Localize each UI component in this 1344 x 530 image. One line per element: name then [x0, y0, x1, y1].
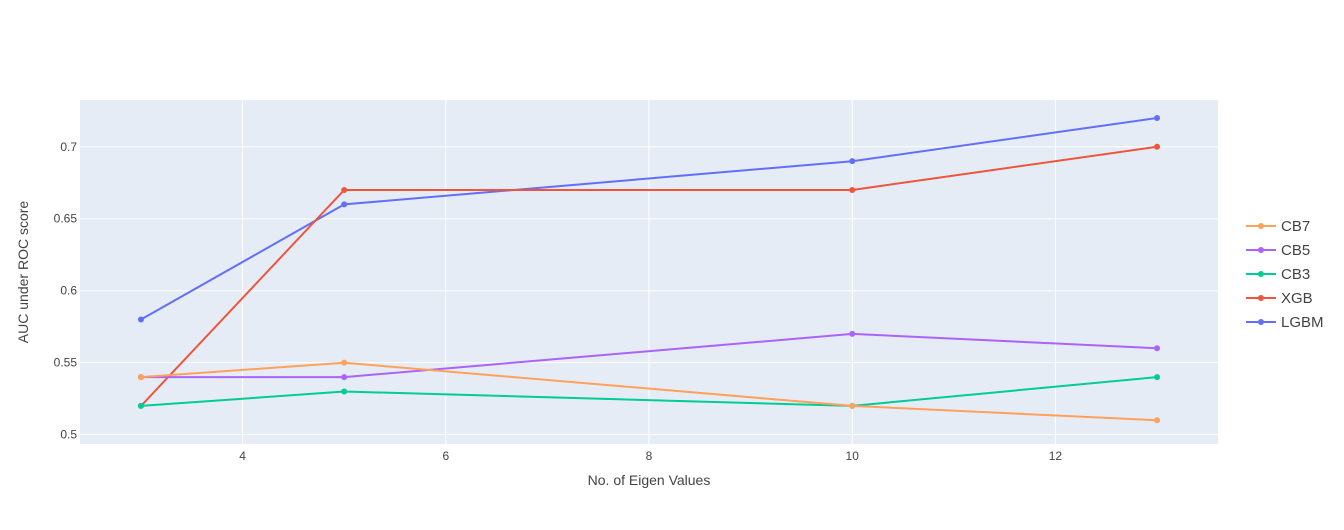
series-line-cb5 — [141, 332, 1158, 379]
legend-label: CB7 — [1281, 218, 1310, 235]
data-point — [341, 186, 348, 193]
legend-item-cb7[interactable]: CB7 — [1246, 218, 1310, 235]
data-point — [849, 330, 856, 337]
legend-swatch-marker — [1258, 247, 1264, 253]
y-axis-ticks: 0.5 0.55 0.6 0.65 0.7 — [54, 140, 78, 442]
data-point — [1154, 417, 1161, 424]
data-point — [341, 374, 348, 381]
legend-swatch-marker — [1258, 271, 1264, 277]
series-line-xgb — [140, 145, 1158, 407]
legend-label: LGBM — [1281, 314, 1324, 331]
legend-item-xgb[interactable]: XGB — [1246, 290, 1313, 307]
data-point — [1154, 143, 1161, 150]
legend-swatch-marker — [1258, 223, 1264, 229]
legend-item-cb3[interactable]: CB3 — [1246, 266, 1310, 283]
x-tick-label: 10 — [846, 449, 860, 463]
x-axis-ticks: 4 6 8 10 12 — [239, 449, 1062, 463]
legend-item-cb5[interactable]: CB5 — [1246, 242, 1310, 259]
x-tick-label: 6 — [442, 449, 449, 463]
data-point — [137, 374, 144, 381]
data-point — [1154, 345, 1161, 352]
data-point — [137, 316, 144, 323]
y-tick-label: 0.6 — [60, 284, 77, 298]
legend-item-lgbm[interactable]: LGBM — [1246, 314, 1324, 331]
legend: CB7 CB5 CB3 XGB LGBM — [1246, 218, 1324, 331]
x-tick-label: 4 — [239, 449, 246, 463]
y-tick-label: 0.55 — [54, 356, 78, 370]
series-layer — [137, 114, 1161, 424]
series-line-lgbm — [140, 117, 1158, 321]
y-axis-title: AUC under ROC score — [15, 201, 31, 344]
data-point — [341, 201, 348, 208]
x-axis-title: No. of Eigen Values — [588, 472, 711, 488]
y-tick-label: 0.7 — [60, 140, 77, 154]
x-tick-label: 8 — [646, 449, 653, 463]
data-point — [137, 402, 144, 409]
legend-label: CB3 — [1281, 266, 1310, 283]
legend-swatch-marker — [1258, 295, 1264, 301]
data-point — [1154, 114, 1161, 121]
grid-lines — [80, 100, 1218, 444]
legend-swatch-marker — [1258, 319, 1264, 325]
legend-label: XGB — [1281, 290, 1313, 307]
series-line-cb7 — [140, 361, 1158, 422]
series-line-cb3 — [140, 376, 1158, 407]
y-tick-label: 0.5 — [60, 428, 77, 442]
data-point — [849, 402, 856, 409]
series-cb7 — [137, 359, 1161, 424]
x-tick-label: 12 — [1049, 449, 1063, 463]
data-point — [1154, 374, 1161, 381]
data-point — [341, 388, 348, 395]
legend-label: CB5 — [1281, 242, 1310, 259]
y-tick-label: 0.65 — [54, 212, 78, 226]
data-point — [341, 359, 348, 366]
data-point — [849, 158, 856, 165]
series-lgbm — [137, 114, 1161, 323]
data-point — [849, 186, 856, 193]
